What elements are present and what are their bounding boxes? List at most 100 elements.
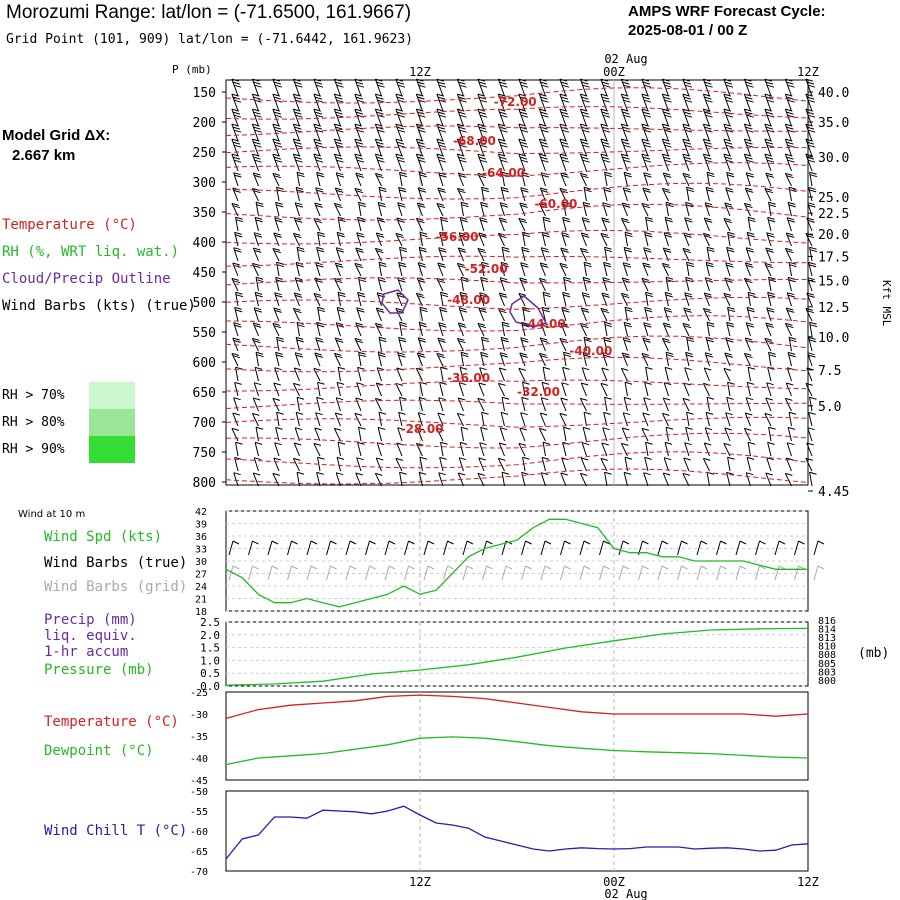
wind-barb-feather: [313, 292, 322, 296]
wind-barb-feather: [337, 234, 345, 238]
wind-barb-staff: [355, 472, 362, 487]
wind-barb-staff: [251, 153, 259, 172]
wind-barb-feather: [664, 324, 672, 328]
surface-wind-barb: [755, 540, 760, 556]
wind-barb-staff: [641, 108, 649, 127]
wind-barb-staff: [374, 153, 382, 172]
wind-barb-feather: [358, 354, 367, 358]
wind-barb-feather: [727, 231, 735, 235]
wind-barb-feather: [706, 264, 714, 268]
wind-barb-feather: [787, 201, 796, 205]
wind-barb-feather: [418, 204, 426, 208]
wind-barb-feather: [231, 277, 240, 281]
wind-barb-staff: [231, 153, 239, 172]
wind-barb-feather: [768, 354, 777, 358]
wind-barb-staff: [459, 217, 464, 232]
wind-barb-feather: [314, 295, 323, 299]
wind-barb-feather: [479, 99, 488, 103]
wind-barb-feather: [396, 81, 405, 85]
wind-barb-feather: [559, 262, 568, 266]
wind-barb-staff: [725, 187, 731, 202]
wind-barb-staff: [723, 218, 731, 232]
wind-barb-staff: [539, 337, 546, 352]
wind-barb-staff: [255, 277, 259, 292]
wind-barb-staff: [436, 203, 444, 217]
wind-barb-feather: [254, 307, 262, 311]
wind-barb-staff: [296, 247, 300, 262]
wind-barb-feather: [438, 247, 446, 251]
pressure-tick-label: 350: [193, 206, 216, 221]
wind-barb-staff: [477, 173, 485, 187]
wind-barb-staff: [272, 398, 280, 412]
wind-barb-feather: [478, 307, 486, 311]
wind-barb-feather: [520, 279, 528, 283]
wind-barb-feather: [315, 114, 324, 118]
wind-barb-feather: [744, 427, 752, 431]
wind-barb-staff: [768, 277, 772, 292]
wind-barb-feather: [437, 141, 446, 145]
wind-barb-feather: [745, 81, 753, 85]
wind-barb-feather: [705, 261, 714, 265]
wind-barb-staff: [620, 123, 628, 142]
wind-barb-feather: [767, 234, 775, 238]
wind-barb-feather: [706, 339, 714, 343]
rh-level-80-label: RH > 80%: [2, 415, 65, 430]
wind-barb-staff: [582, 277, 587, 292]
wind-barb-feather: [233, 159, 242, 163]
wind-barb-feather: [806, 81, 815, 85]
wind-barb-staff: [313, 218, 321, 232]
wind-barb-staff: [481, 337, 485, 352]
wind-barb-feather: [458, 247, 466, 251]
wind-barb-staff: [477, 473, 485, 487]
wind-barb-staff: [702, 308, 710, 322]
wind-barb-feather: [664, 174, 672, 178]
wind-barb-feather: [459, 232, 467, 236]
wind-barb-feather: [725, 187, 733, 191]
wind-barb-feather: [399, 171, 407, 175]
wind-barb-staff: [374, 473, 382, 487]
wind-barb-staff: [499, 352, 505, 367]
wind-barb-staff: [438, 322, 444, 337]
wind-barb-feather: [786, 307, 794, 311]
wind-barb-feather: [501, 246, 510, 250]
wind-barb-feather: [703, 93, 711, 97]
wind-barb-feather: [623, 412, 631, 416]
wind-barb-feather: [253, 141, 261, 145]
wind-barb-feather: [621, 138, 629, 142]
grid-wind-barb-feather: [700, 565, 708, 570]
wind-barb-feather: [335, 280, 343, 284]
wind-barb-feather: [274, 144, 283, 148]
wind-barb-feather: [416, 367, 424, 371]
wind-barb-feather: [254, 232, 262, 236]
temperature-contour: [225, 315, 809, 332]
wind-barb-feather: [805, 382, 814, 386]
wind-barb-staff: [805, 458, 813, 472]
wind-barb-feather: [354, 78, 362, 82]
grid-wind-barb-feather: [544, 565, 552, 570]
wind-barb-staff: [561, 457, 567, 472]
wind-barb-feather: [234, 381, 242, 385]
wind-barb-feather: [706, 189, 714, 193]
wind-barb-staff: [743, 93, 751, 112]
wind-barb-feather: [438, 264, 446, 268]
wind-barb-feather: [519, 156, 528, 160]
wind-barb-feather: [683, 96, 692, 100]
wind-barb-feather: [664, 84, 672, 88]
wind-barb-staff: [579, 138, 587, 157]
wind-barb-staff: [335, 247, 341, 262]
wind-barb-feather: [787, 144, 795, 148]
wind-barb-feather: [377, 159, 385, 163]
wind-barb-staff: [335, 322, 341, 337]
wind-barb-feather: [275, 294, 283, 298]
wind-barb-staff: [416, 277, 423, 292]
wind-barb-feather: [458, 340, 466, 344]
wind-barb-feather: [355, 190, 364, 194]
wind-barb-feather: [765, 397, 773, 401]
wind-barb-staff: [686, 262, 690, 277]
wind-barb-staff: [685, 427, 690, 442]
wind-barb-feather: [500, 202, 508, 206]
wind-barb-feather: [643, 397, 651, 401]
wind-barb-feather: [704, 442, 712, 446]
surface-wind-barb: [813, 540, 819, 556]
wind-barb-staff: [622, 262, 628, 277]
